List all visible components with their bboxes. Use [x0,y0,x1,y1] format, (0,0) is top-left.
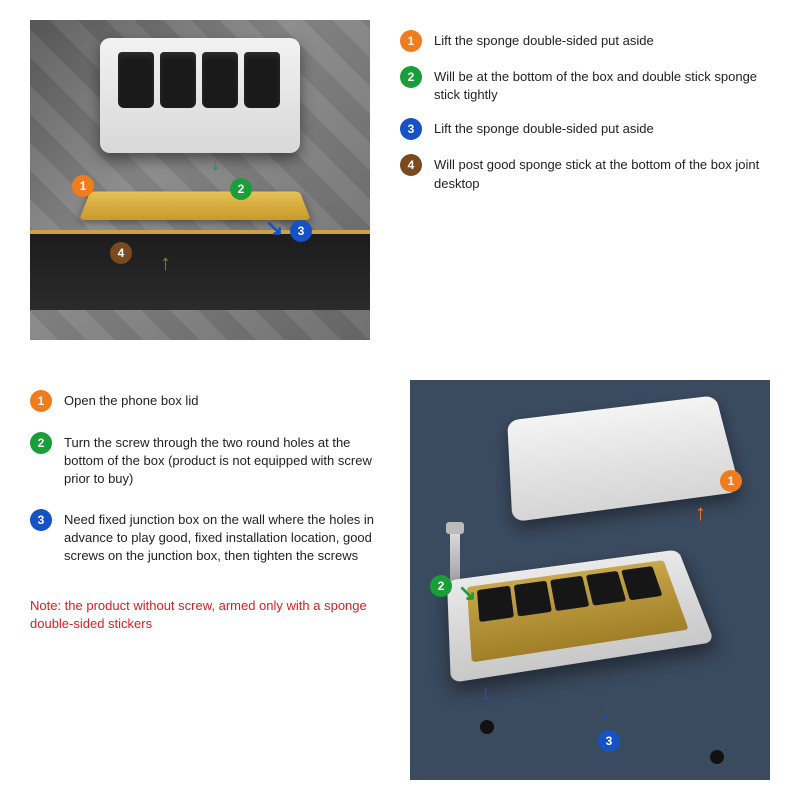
network-box [100,38,300,153]
step-text: Will be at the bottom of the box and dou… [434,66,770,104]
rj45-port [621,566,662,600]
illustration-adhesive: 1 2 3 4 ↓ ↑ ↘ [30,20,370,340]
rj45-port [118,52,154,108]
callout-marker: 2 [430,575,452,597]
rj45-port [244,52,280,108]
step-number-badge: 3 [400,118,422,140]
rj45-ports [118,52,280,108]
rj45-port [202,52,238,108]
step-number-badge: 2 [400,66,422,88]
callout-marker: 3 [598,730,620,752]
step-text: Open the phone box lid [64,390,198,410]
callout-marker: 2 [230,178,252,200]
step-row: 1 Open the phone box lid [30,390,380,412]
callout-marker: 3 [290,220,312,242]
desk-surface [30,230,370,310]
rj45-port [477,586,514,622]
rj45-port [160,52,196,108]
arrow-icon: ↘ [458,580,476,606]
section-adhesive-mount: 1 2 3 4 ↓ ↑ ↘ 1 Lift the sponge double-sided pu… [0,0,800,360]
step-number-badge: 1 [30,390,52,412]
screw-steps-list: 1 Open the phone box lid 2 Turn the screw t… [30,380,410,780]
step-text: Need fixed junction box on the wall wher… [64,509,380,566]
step-text: Lift the sponge double-sided put aside [434,30,654,50]
callout-marker: 1 [720,470,742,492]
arrow-icon: ↑ [695,500,706,526]
arrow-icon: ↘ [265,215,283,241]
step-row: 4 Will post good sponge stick at the bott… [400,154,770,192]
callout-marker: 4 [110,242,132,264]
rj45-port [550,576,589,611]
step-row: 1 Lift the sponge double-sided put aside [400,30,770,52]
mounting-hole [480,720,494,734]
step-number-badge: 1 [400,30,422,52]
box-base [447,549,715,683]
illustration-screw-mount: 1 2 3 ↑ ↘ ↓ ↓ [410,380,770,780]
step-text: Lift the sponge double-sided put aside [434,118,654,138]
rj45-port [514,581,552,617]
circuit-board [467,560,689,662]
step-number-badge: 2 [30,432,52,454]
step-number-badge: 3 [30,509,52,531]
step-row: 3 Need fixed junction box on the wall whe… [30,509,380,566]
section-screw-mount: 1 Open the phone box lid 2 Turn the screw t… [0,360,800,800]
arrow-icon: ↓ [600,698,611,724]
warning-note: Note: the product without screw, armed o… [30,597,380,633]
arrow-icon: ↓ [210,150,221,176]
step-row: 2 Will be at the bottom of the box and do… [400,66,770,104]
rj45-port [586,571,626,606]
step-row: 2 Turn the screw through the two round ho… [30,432,380,489]
mounting-hole [710,750,724,764]
arrow-icon: ↑ [160,250,171,276]
adhesive-steps-list: 1 Lift the sponge double-sided put aside 2… [370,20,770,340]
arrow-icon: ↓ [480,680,491,706]
step-text: Will post good sponge stick at the botto… [434,154,770,192]
step-number-badge: 4 [400,154,422,176]
pcb-ports [477,566,663,622]
callout-marker: 1 [72,175,94,197]
step-text: Turn the screw through the two round hol… [64,432,380,489]
step-row: 3 Lift the sponge double-sided put aside [400,118,770,140]
